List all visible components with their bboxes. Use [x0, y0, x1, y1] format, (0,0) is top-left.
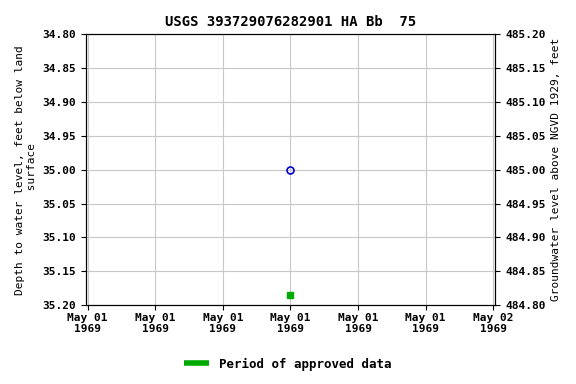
Y-axis label: Depth to water level, feet below land
 surface: Depth to water level, feet below land su… [15, 45, 37, 295]
Title: USGS 393729076282901 HA Bb  75: USGS 393729076282901 HA Bb 75 [165, 15, 416, 29]
Legend: Period of approved data: Period of approved data [179, 353, 397, 376]
Y-axis label: Groundwater level above NGVD 1929, feet: Groundwater level above NGVD 1929, feet [551, 38, 561, 301]
